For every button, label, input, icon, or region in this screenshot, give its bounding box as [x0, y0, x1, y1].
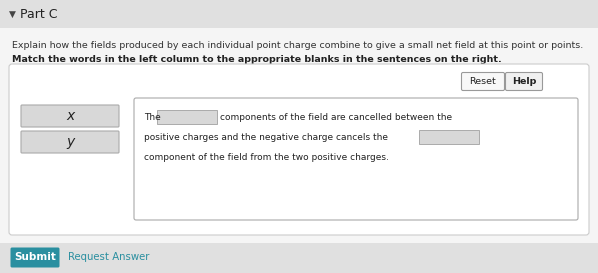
Text: Explain how the fields produced by each individual point charge combine to give : Explain how the fields produced by each …: [12, 41, 583, 50]
Text: Submit: Submit: [14, 253, 56, 263]
FancyBboxPatch shape: [134, 98, 578, 220]
Text: Help: Help: [512, 77, 536, 86]
Bar: [0, 0, 598, 28]
Text: Match the words in the left column to the appropriate blanks in the sentences on: Match the words in the left column to th…: [12, 55, 502, 64]
FancyBboxPatch shape: [21, 131, 119, 153]
Text: Request Answer: Request Answer: [68, 253, 150, 263]
Text: Reset: Reset: [469, 77, 496, 86]
Text: x: x: [66, 109, 74, 123]
Text: The: The: [144, 112, 161, 121]
FancyBboxPatch shape: [9, 64, 589, 235]
Text: components of the field are cancelled between the: components of the field are cancelled be…: [220, 112, 452, 121]
FancyBboxPatch shape: [11, 248, 59, 268]
Bar: [157, 110, 217, 124]
FancyBboxPatch shape: [462, 73, 505, 91]
Bar: [0, 243, 598, 273]
Text: positive charges and the negative charge cancels the: positive charges and the negative charge…: [144, 132, 388, 141]
Bar: [0, 28, 598, 243]
Text: Part C: Part C: [20, 7, 57, 20]
Text: y: y: [66, 135, 74, 149]
Text: component of the field from the two positive charges.: component of the field from the two posi…: [144, 153, 389, 162]
Text: ▼: ▼: [9, 10, 16, 19]
FancyBboxPatch shape: [21, 105, 119, 127]
Bar: [419, 130, 479, 144]
FancyBboxPatch shape: [505, 73, 542, 91]
